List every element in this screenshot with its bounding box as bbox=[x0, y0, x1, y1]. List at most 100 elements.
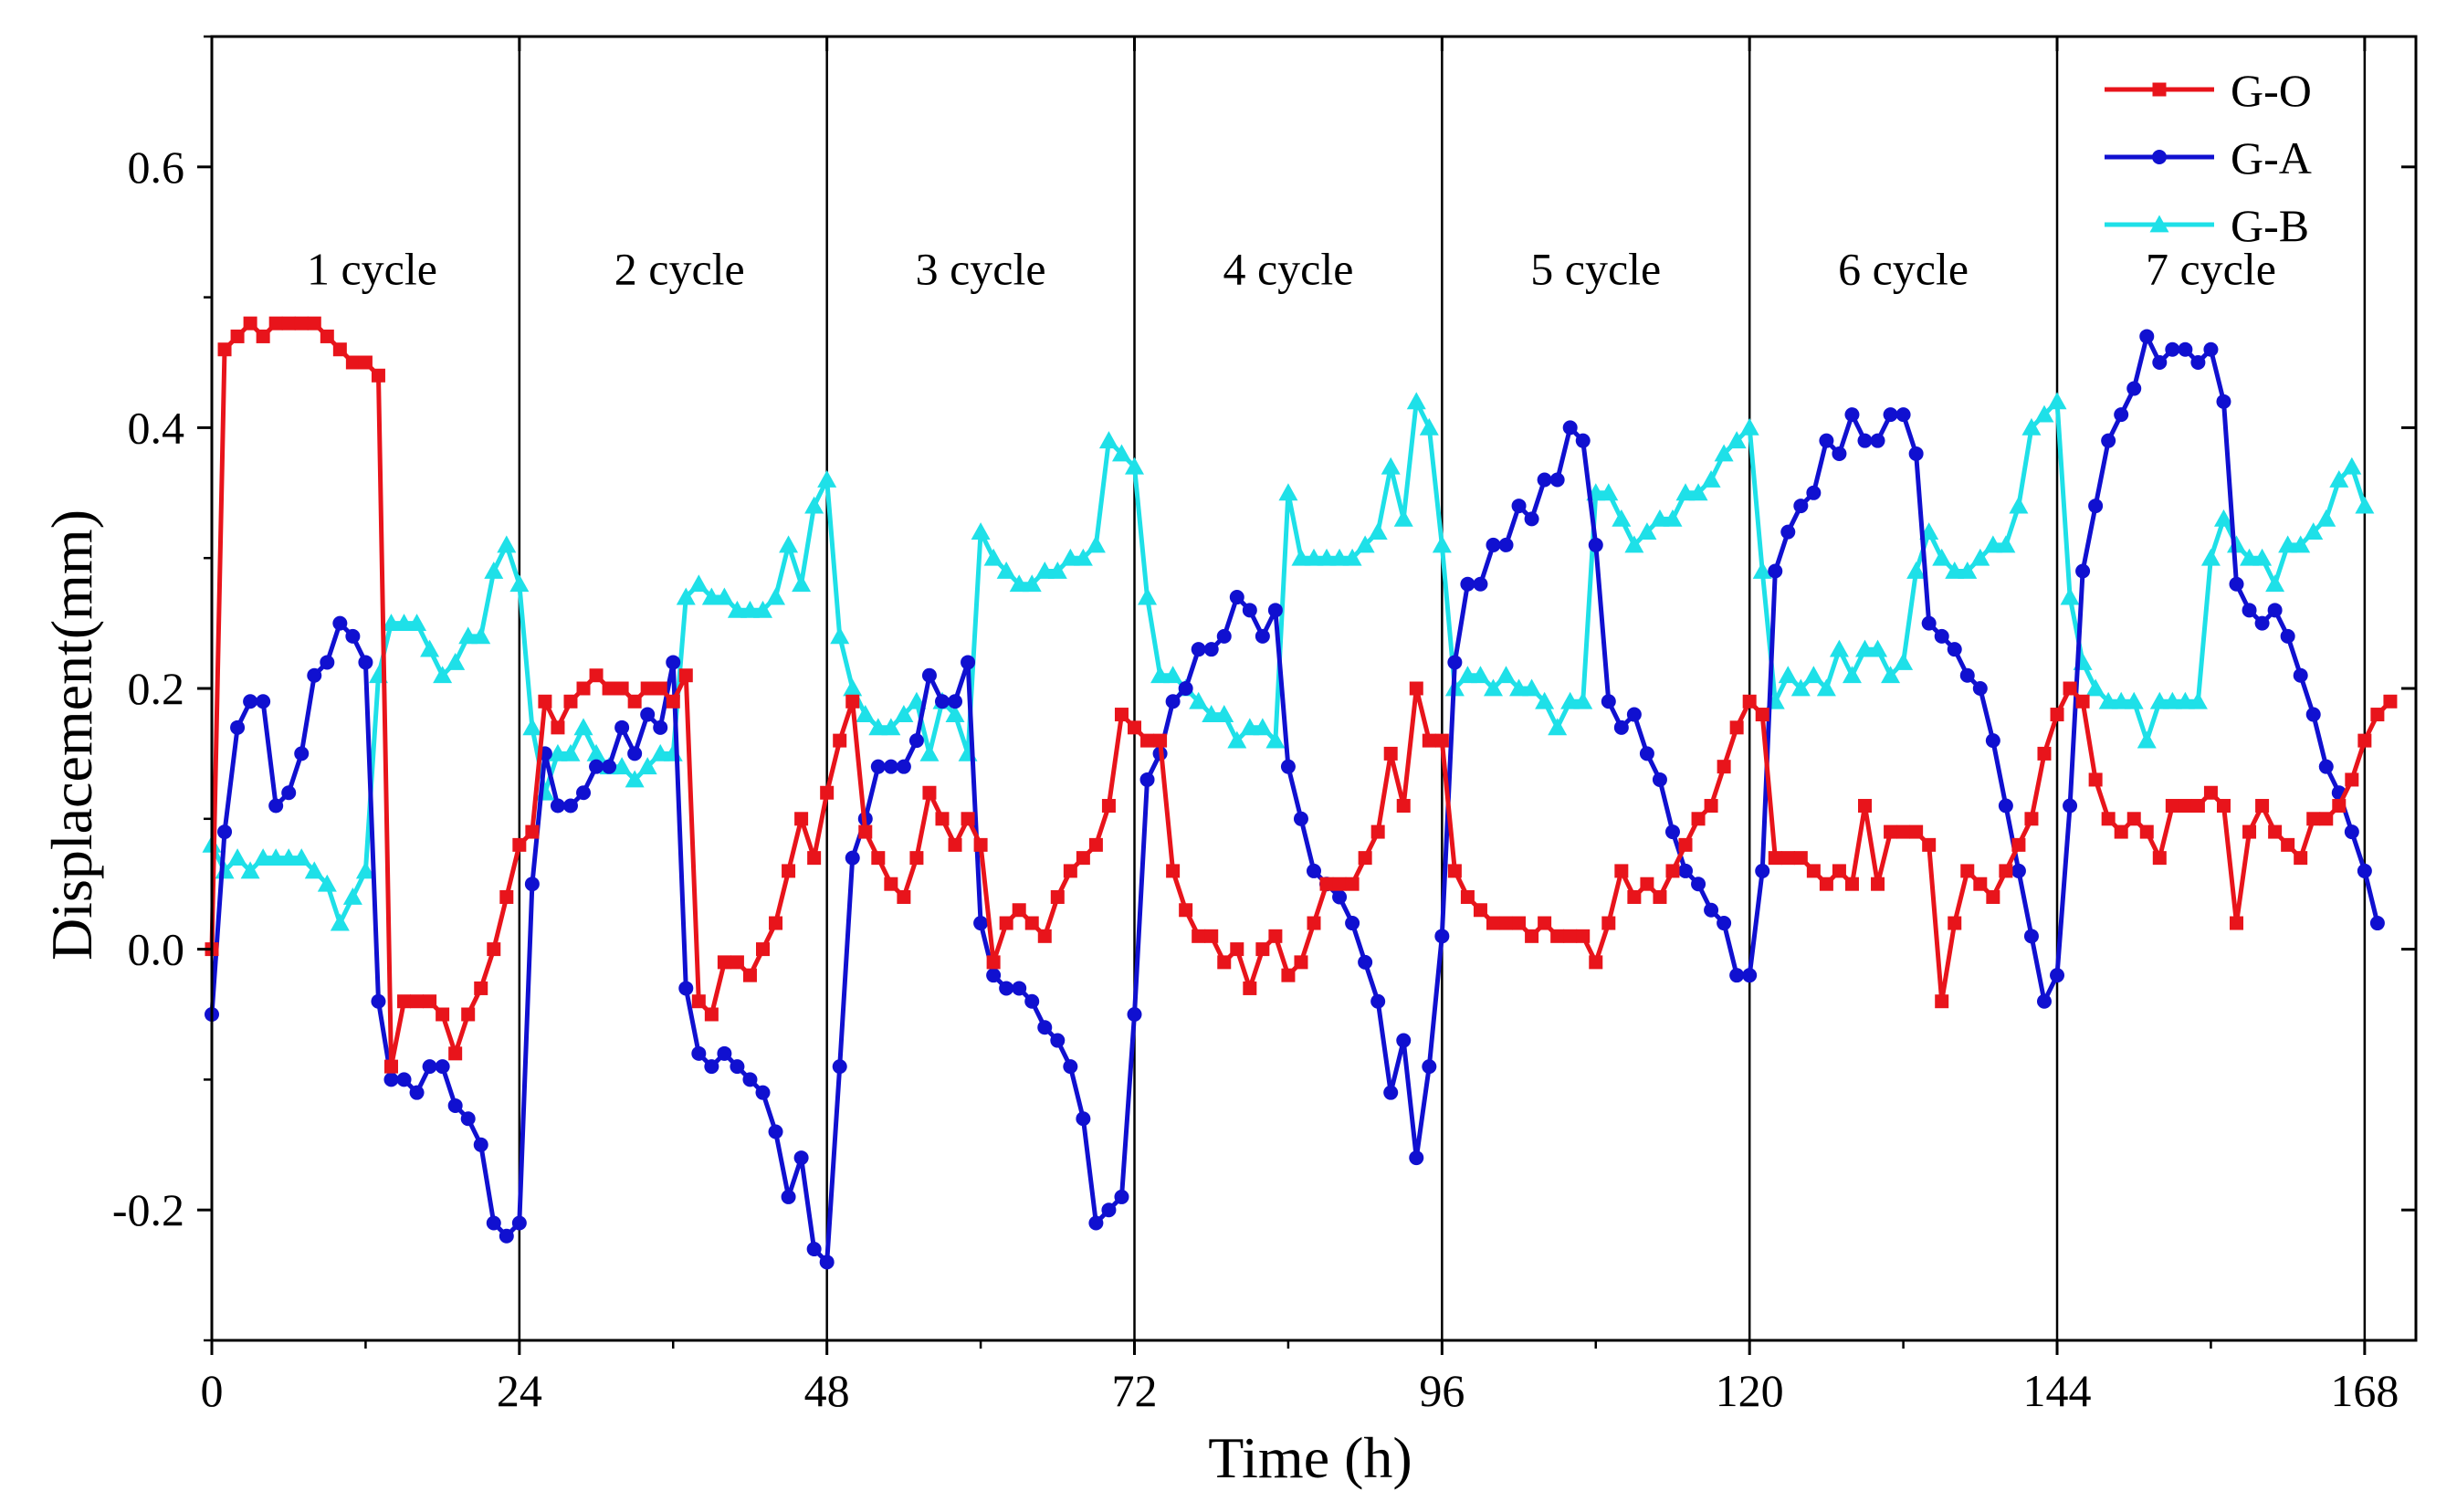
data-point bbox=[2101, 433, 2116, 448]
data-point bbox=[843, 678, 863, 697]
data-point bbox=[2357, 733, 2372, 748]
data-point bbox=[717, 955, 731, 970]
data-point bbox=[1319, 877, 1334, 891]
data-point bbox=[1473, 576, 1488, 592]
data-point bbox=[973, 837, 988, 852]
data-point bbox=[1985, 733, 2000, 749]
data-point bbox=[1434, 929, 1450, 944]
data-point bbox=[278, 848, 299, 866]
data-point bbox=[2329, 470, 2349, 488]
data-point bbox=[2047, 392, 2067, 410]
data-point bbox=[294, 316, 309, 331]
data-point bbox=[2152, 150, 2167, 164]
data-point bbox=[2165, 341, 2180, 357]
data-point bbox=[1063, 1059, 1078, 1075]
data-point bbox=[268, 316, 283, 331]
data-point bbox=[1370, 824, 1385, 839]
data-point bbox=[2088, 499, 2104, 514]
data-point bbox=[1675, 483, 1696, 501]
data-point bbox=[2242, 603, 2257, 618]
data-point bbox=[1009, 574, 1029, 593]
data-point bbox=[562, 798, 578, 814]
data-point bbox=[1538, 916, 1552, 930]
data-point bbox=[1240, 718, 1260, 736]
data-point bbox=[1368, 522, 1388, 541]
data-point bbox=[486, 1215, 501, 1231]
data-point bbox=[320, 329, 334, 343]
data-point bbox=[2278, 535, 2298, 553]
data-point bbox=[573, 718, 593, 736]
data-point bbox=[1460, 576, 1475, 592]
data-point bbox=[1383, 746, 1398, 761]
data-point bbox=[561, 743, 581, 761]
data-point bbox=[820, 785, 835, 800]
data-point bbox=[1358, 851, 1372, 866]
data-point bbox=[1457, 666, 1477, 684]
data-point bbox=[1573, 691, 1593, 709]
data-point bbox=[730, 955, 744, 970]
data-point bbox=[1483, 678, 1503, 697]
data-point bbox=[2111, 691, 2131, 709]
data-point bbox=[1560, 691, 1580, 709]
data-point bbox=[1806, 485, 1822, 500]
data-point bbox=[1396, 1033, 1412, 1048]
data-point bbox=[666, 655, 681, 670]
data-point bbox=[381, 614, 401, 631]
data-point bbox=[563, 694, 578, 709]
data-point bbox=[1998, 798, 2013, 814]
data-point bbox=[396, 1072, 412, 1087]
data-point bbox=[1727, 431, 1747, 449]
data-point bbox=[342, 887, 362, 905]
data-point bbox=[307, 316, 321, 331]
data-point bbox=[2345, 772, 2359, 787]
data-point bbox=[2357, 863, 2372, 878]
data-point bbox=[1973, 877, 1988, 891]
data-point bbox=[794, 812, 809, 826]
data-point bbox=[1101, 799, 1116, 814]
data-point bbox=[2203, 785, 2218, 800]
data-point bbox=[782, 864, 796, 878]
data-point bbox=[1832, 864, 1846, 878]
data-point bbox=[1844, 407, 1860, 423]
data-point bbox=[1768, 563, 1783, 579]
data-point bbox=[1189, 691, 1209, 709]
data-point bbox=[1242, 603, 1257, 618]
data-point bbox=[525, 824, 540, 839]
data-point bbox=[422, 1059, 437, 1075]
data-point bbox=[458, 626, 478, 645]
data-point bbox=[868, 718, 888, 736]
data-point bbox=[1819, 877, 1833, 891]
legend-item: G-B bbox=[2105, 200, 2309, 251]
data-point bbox=[2139, 329, 2155, 344]
data-point bbox=[909, 851, 924, 866]
data-point bbox=[345, 355, 360, 370]
data-point bbox=[1688, 483, 1708, 501]
data-point bbox=[2075, 694, 2090, 709]
data-point bbox=[2011, 837, 2026, 852]
x-tick-label: 120 bbox=[1716, 1365, 1784, 1416]
data-point bbox=[1999, 864, 2013, 878]
data-point bbox=[1868, 639, 1888, 657]
data-point bbox=[1832, 446, 1847, 461]
data-point bbox=[650, 743, 670, 761]
data-point bbox=[2316, 509, 2336, 527]
data-point bbox=[1922, 837, 1937, 852]
data-point bbox=[1895, 407, 1911, 423]
data-point bbox=[2063, 681, 2077, 696]
data-point bbox=[448, 1046, 463, 1061]
legend-label: G-B bbox=[2231, 200, 2309, 251]
cycle-label: 1 cycle bbox=[307, 243, 437, 294]
data-point bbox=[256, 329, 270, 343]
data-point bbox=[1012, 903, 1026, 918]
x-tick-label: 0 bbox=[201, 1365, 224, 1416]
data-point bbox=[1073, 548, 1093, 566]
data-point bbox=[1332, 877, 1347, 891]
data-point bbox=[2149, 215, 2169, 233]
data-point bbox=[266, 848, 286, 866]
data-point bbox=[1432, 535, 1452, 553]
data-point bbox=[1921, 615, 1937, 631]
data-point bbox=[2383, 694, 2398, 709]
data-point bbox=[522, 718, 542, 736]
data-point bbox=[2344, 824, 2359, 840]
data-point bbox=[1473, 903, 1487, 918]
